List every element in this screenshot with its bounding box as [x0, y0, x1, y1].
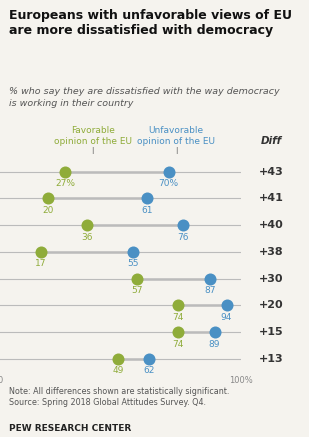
Text: 57: 57 [132, 286, 143, 295]
Text: 70%: 70% [159, 179, 179, 188]
Point [176, 302, 181, 309]
Point [176, 329, 181, 336]
Text: +41: +41 [259, 194, 284, 203]
Text: 55: 55 [127, 259, 138, 268]
Point [145, 195, 150, 202]
Text: Diff: Diff [261, 136, 282, 146]
Point [181, 222, 186, 229]
Point [166, 168, 171, 175]
Text: +13: +13 [259, 354, 284, 364]
Text: Note: All differences shown are statistically significant.
Source: Spring 2018 G: Note: All differences shown are statisti… [9, 387, 230, 407]
Text: 62: 62 [144, 366, 155, 375]
Text: 87: 87 [204, 286, 215, 295]
Text: 20: 20 [43, 206, 54, 215]
Point [46, 195, 51, 202]
Text: +15: +15 [259, 327, 284, 337]
Text: 61: 61 [141, 206, 153, 215]
Point [212, 329, 217, 336]
Text: 36: 36 [81, 232, 92, 242]
Text: +38: +38 [259, 247, 284, 257]
Text: +40: +40 [259, 220, 284, 230]
Text: 49: 49 [112, 366, 124, 375]
Text: 76: 76 [177, 232, 189, 242]
Text: 27%: 27% [55, 179, 75, 188]
Text: 94: 94 [221, 313, 232, 322]
Point [116, 355, 121, 362]
Text: Favorable
opinion of the EU: Favorable opinion of the EU [54, 126, 132, 146]
Text: Europeans with unfavorable views of EU
are more dissatisfied with democracy: Europeans with unfavorable views of EU a… [9, 9, 292, 37]
Point [130, 248, 135, 255]
Text: +20: +20 [259, 300, 284, 310]
Point [224, 302, 229, 309]
Point [147, 355, 152, 362]
Text: Unfavorable
opinion of the EU: Unfavorable opinion of the EU [137, 126, 215, 146]
Text: |: | [91, 147, 94, 154]
Point [39, 248, 44, 255]
Text: |: | [175, 147, 177, 154]
Text: % who say they are dissatisfied with the way democracy
is working in their count: % who say they are dissatisfied with the… [9, 87, 280, 108]
Point [63, 168, 68, 175]
Text: +43: +43 [259, 166, 284, 177]
Point [135, 275, 140, 282]
Text: 74: 74 [173, 340, 184, 349]
Point [207, 275, 212, 282]
Text: 89: 89 [209, 340, 220, 349]
Text: 0: 0 [0, 376, 2, 385]
Text: 74: 74 [173, 313, 184, 322]
Text: PEW RESEARCH CENTER: PEW RESEARCH CENTER [9, 424, 132, 433]
Point [84, 222, 89, 229]
Text: 100%: 100% [229, 376, 253, 385]
Text: +30: +30 [259, 274, 284, 284]
Text: 17: 17 [35, 259, 47, 268]
